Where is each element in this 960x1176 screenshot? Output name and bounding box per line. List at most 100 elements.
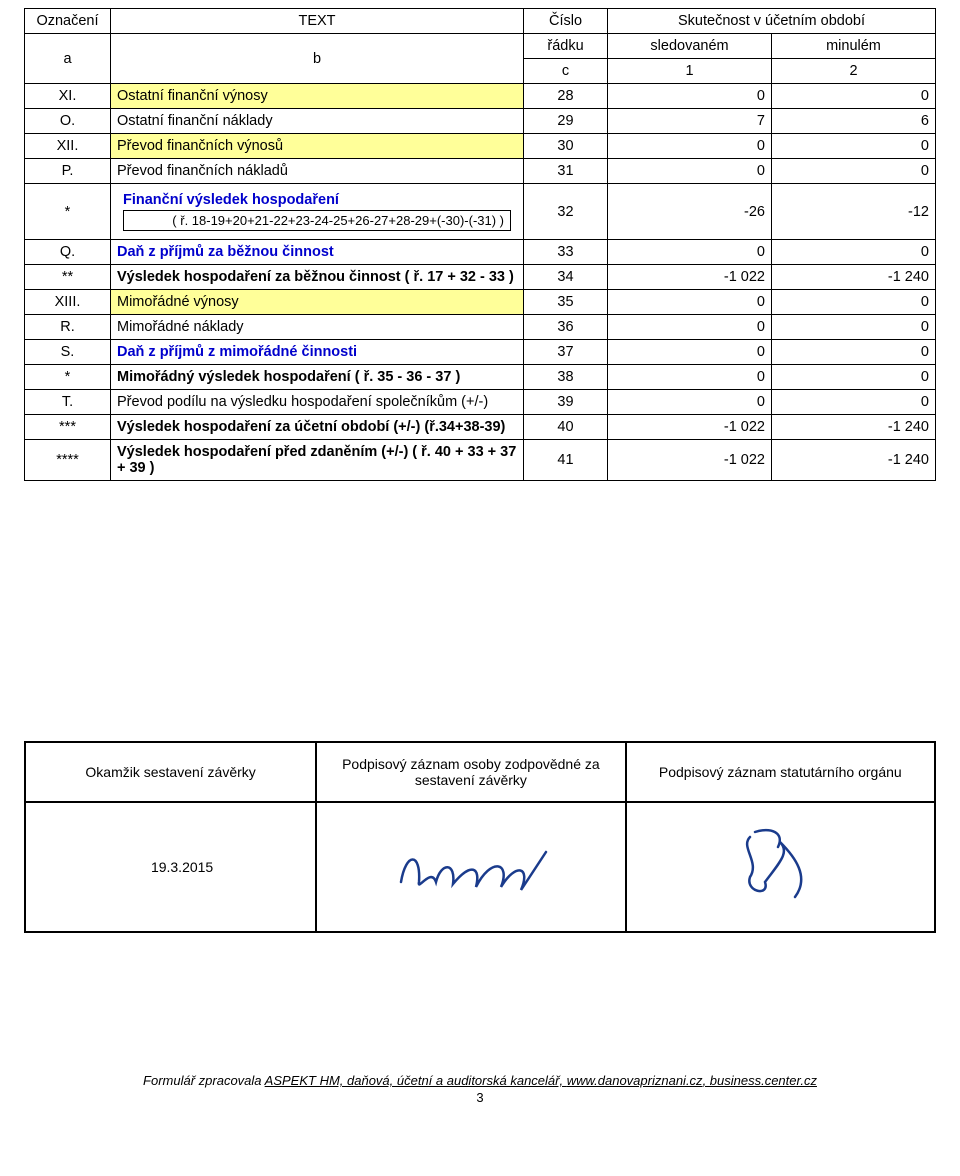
row-label-a: XIII. — [25, 290, 111, 315]
row-number-c: 29 — [524, 109, 608, 134]
sig-header-organ: Podpisový záznam statutárního orgánu — [626, 742, 935, 802]
header-cislo: Číslo — [524, 9, 608, 34]
table-row: Q.Daň z příjmů za běžnou činnost3300 — [25, 240, 936, 265]
row-value-previous: 0 — [772, 134, 936, 159]
row-label-a: * — [25, 365, 111, 390]
row-value-previous: 0 — [772, 240, 936, 265]
row-number-c: 35 — [524, 290, 608, 315]
header-two: 2 — [772, 59, 936, 84]
row-value-current: 0 — [608, 340, 772, 365]
row-value-current: -1 022 — [608, 265, 772, 290]
row-value-previous: -1 240 — [772, 440, 936, 481]
row-value-previous: -12 — [772, 184, 936, 240]
table-row: ****Výsledek hospodaření před zdaněním (… — [25, 440, 936, 481]
table-row: XIII.Mimořádné výnosy3500 — [25, 290, 936, 315]
row-text-b: Výsledek hospodaření za účetní období (+… — [111, 415, 524, 440]
row-number-c: 38 — [524, 365, 608, 390]
row-value-current: 7 — [608, 109, 772, 134]
row-label-a: XII. — [25, 134, 111, 159]
header-text: TEXT — [111, 9, 524, 34]
signature-1 — [316, 802, 625, 932]
row-text-b: Převod finančních výnosů — [111, 134, 524, 159]
row-label-a: T. — [25, 390, 111, 415]
row-number-c: 30 — [524, 134, 608, 159]
row-text-b: Převod podílu na výsledku hospodaření sp… — [111, 390, 524, 415]
row-text-b: Převod finančních nákladů — [111, 159, 524, 184]
row-value-current: 0 — [608, 365, 772, 390]
footer-pre: Formulář zpracovala — [143, 1073, 265, 1088]
row-text-b: Výsledek hospodaření za běžnou činnost (… — [111, 265, 524, 290]
table-row: XII.Převod finančních výnosů3000 — [25, 134, 936, 159]
table-row: *Finanční výsledek hospodaření( ř. 18-19… — [25, 184, 936, 240]
row-value-previous: -1 240 — [772, 415, 936, 440]
signature-table: Okamžik sestavení závěrky Podpisový zázn… — [24, 741, 936, 933]
row-text-b: Ostatní finanční výnosy — [111, 84, 524, 109]
row-label-a: S. — [25, 340, 111, 365]
row-value-previous: 0 — [772, 84, 936, 109]
row-label-a: R. — [25, 315, 111, 340]
header-minulem: minulém — [772, 34, 936, 59]
row-value-current: 0 — [608, 84, 772, 109]
row-number-c: 36 — [524, 315, 608, 340]
row-number-c: 28 — [524, 84, 608, 109]
table-row: O.Ostatní finanční náklady2976 — [25, 109, 936, 134]
page-number: 3 — [24, 1090, 936, 1105]
row-text-b: Výsledek hospodaření před zdaněním (+/-)… — [111, 440, 524, 481]
row-value-previous: 0 — [772, 365, 936, 390]
row-value-previous: 0 — [772, 315, 936, 340]
row-label-a: Q. — [25, 240, 111, 265]
row-value-current: -1 022 — [608, 440, 772, 481]
row-value-current: 0 — [608, 315, 772, 340]
row-value-current: -1 022 — [608, 415, 772, 440]
table-row: T.Převod podílu na výsledku hospodaření … — [25, 390, 936, 415]
row-text-b: Ostatní finanční náklady — [111, 109, 524, 134]
sig-date: 19.3.2015 — [25, 802, 316, 932]
footer-link-2: www.danovapriznani.cz — [567, 1073, 703, 1088]
row-label-a: **** — [25, 440, 111, 481]
row-text-b: Mimořádné náklady — [111, 315, 524, 340]
financial-table: Označení TEXT Číslo Skutečnost v účetním… — [24, 8, 936, 481]
row-number-c: 40 — [524, 415, 608, 440]
sig-header-okamzik: Okamžik sestavení závěrky — [25, 742, 316, 802]
row-value-current: 0 — [608, 290, 772, 315]
signature-2 — [626, 802, 935, 932]
row-value-current: -26 — [608, 184, 772, 240]
row-text-b: Daň z příjmů z mimořádné činnosti — [111, 340, 524, 365]
row-number-c: 31 — [524, 159, 608, 184]
footer: Formulář zpracovala ASPEKT HM, daňová, ú… — [24, 1073, 936, 1088]
row-value-current: 0 — [608, 240, 772, 265]
footer-link-1: ASPEKT HM, daňová, účetní a auditorská k… — [265, 1073, 567, 1088]
row-label-a: P. — [25, 159, 111, 184]
row-text-b: Mimořádné výnosy — [111, 290, 524, 315]
table-row: P.Převod finančních nákladů3100 — [25, 159, 936, 184]
row-label-a: * — [25, 184, 111, 240]
table-row: R.Mimořádné náklady3600 — [25, 315, 936, 340]
row-label-a: ** — [25, 265, 111, 290]
row-value-previous: 6 — [772, 109, 936, 134]
row-value-previous: 0 — [772, 290, 936, 315]
header-skutecnost: Skutečnost v účetním období — [608, 9, 936, 34]
header-oznaceni: Označení — [25, 9, 111, 34]
row-number-c: 37 — [524, 340, 608, 365]
row-label-a: O. — [25, 109, 111, 134]
header-one: 1 — [608, 59, 772, 84]
header-c: c — [524, 59, 608, 84]
row-number-c: 32 — [524, 184, 608, 240]
row-value-current: 0 — [608, 134, 772, 159]
row-label-a: *** — [25, 415, 111, 440]
row-label-a: XI. — [25, 84, 111, 109]
table-row: XI.Ostatní finanční výnosy2800 — [25, 84, 936, 109]
table-row: ***Výsledek hospodaření za účetní období… — [25, 415, 936, 440]
row-number-c: 39 — [524, 390, 608, 415]
row-number-c: 34 — [524, 265, 608, 290]
header-sledovanem: sledovaném — [608, 34, 772, 59]
table-row: *Mimořádný výsledek hospodaření ( ř. 35 … — [25, 365, 936, 390]
row-value-previous: 0 — [772, 340, 936, 365]
row-value-previous: -1 240 — [772, 265, 936, 290]
row-value-current: 0 — [608, 159, 772, 184]
footer-link-3: , business.center.cz — [703, 1073, 817, 1088]
row-value-previous: 0 — [772, 390, 936, 415]
table-row: S.Daň z příjmů z mimořádné činnosti3700 — [25, 340, 936, 365]
header-b: b — [111, 34, 524, 84]
row-number-c: 33 — [524, 240, 608, 265]
